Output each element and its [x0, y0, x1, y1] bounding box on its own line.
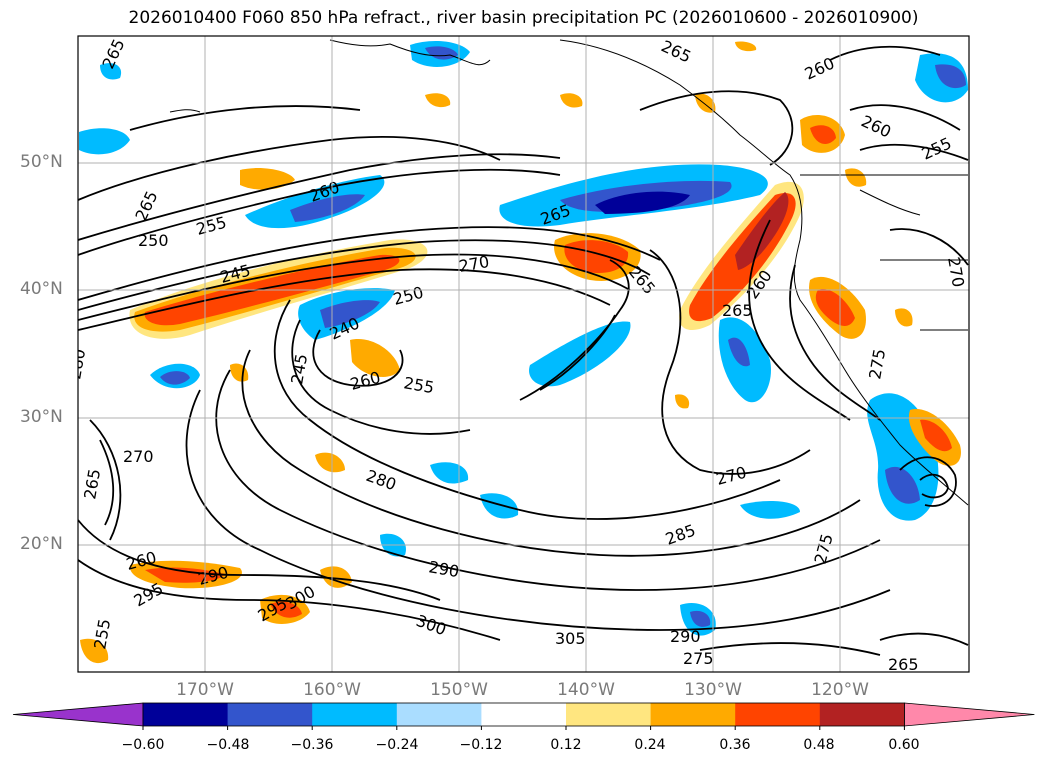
colorbar-tick-label: 0.36 [719, 737, 751, 753]
colorbar-tick-label: 0.24 [634, 737, 666, 753]
colorbar-extend-high [904, 702, 1035, 727]
colorbar [12, 702, 1035, 730]
contour-label: 290 [427, 557, 460, 581]
colorbar-tick-label: −0.24 [375, 737, 419, 753]
colorbar-segment [819, 703, 905, 726]
refractivity-contours [78, 45, 969, 656]
contour-label: 265 [131, 188, 161, 224]
contour-label: 260 [858, 111, 894, 141]
colorbar-tick-label: −0.60 [121, 737, 165, 753]
contour-label: 265 [658, 36, 694, 66]
contour-label: 275 [683, 649, 714, 668]
contour-label: 250 [391, 283, 425, 309]
lat-tick-label: 40°N [20, 279, 63, 299]
contour-label: 255 [90, 617, 114, 650]
lon-tick-label: 170°W [176, 680, 234, 700]
contour-label: 280 [364, 466, 399, 494]
contour-label: 260 [802, 53, 838, 83]
colorbar-segment [396, 703, 482, 726]
colorbar-segment [143, 703, 229, 726]
contour-label: 280 [65, 347, 89, 380]
colorbar-tick-label: −0.48 [206, 737, 250, 753]
contour-label: 270 [944, 255, 968, 288]
colorbar-extend-low [12, 702, 144, 727]
lat-tick-label: 30°N [20, 407, 63, 427]
contour-label: 255 [194, 213, 228, 239]
contour-label: 305 [555, 629, 586, 648]
colorbar-tick-label: −0.36 [290, 737, 334, 753]
contour-label: 270 [123, 447, 154, 466]
contour-label: 270 [714, 463, 748, 489]
lon-tick-label: 150°W [430, 680, 488, 700]
map-title: 2026010400 F060 850 hPa refract., river … [128, 8, 919, 28]
contour-label: 255 [402, 373, 435, 397]
colorbar-tick-label: 0.12 [550, 737, 582, 753]
contour-label-group: 265 265 260 260 255 260 265 255 250 265 … [65, 36, 968, 674]
contour-label: 265 [722, 301, 753, 320]
colorbar-tick-label: 0.48 [803, 737, 835, 753]
lat-tick-label: 20°N [20, 534, 63, 554]
contour-label: 250 [138, 231, 169, 250]
colorbar-tick-label: −0.12 [459, 737, 503, 753]
contour-label: 260 [348, 368, 382, 394]
lon-tick-label: 160°W [303, 680, 361, 700]
contour-label: 265 [888, 655, 919, 674]
contour-label: 275 [865, 347, 889, 380]
map-frame [77, 35, 970, 673]
lat-tick-label: 50°N [20, 152, 63, 172]
contour-label: 255 [919, 133, 955, 163]
lon-tick-label: 120°W [811, 680, 869, 700]
colorbar-segment [481, 703, 567, 726]
colorbar-segment [735, 703, 821, 726]
colorbar-segment [312, 703, 398, 726]
contour-label: 245 [287, 352, 311, 385]
contour-label: 265 [80, 467, 104, 500]
contour-label: 290 [670, 627, 701, 646]
colorbar-segment [566, 703, 652, 726]
graticule [78, 36, 969, 672]
lon-tick-label: 140°W [557, 680, 615, 700]
lon-tick-label: 130°W [684, 680, 742, 700]
colorbar-segment [650, 703, 736, 726]
colorbar-tick-label: 0.60 [888, 737, 920, 753]
precipitation-fill [79, 40, 968, 664]
contour-label: 265 [98, 36, 128, 72]
colorbar-segment [227, 703, 313, 726]
coastlines [169, 39, 969, 506]
contour-label: 300 [414, 611, 449, 639]
colorbar-frame [142, 702, 905, 727]
